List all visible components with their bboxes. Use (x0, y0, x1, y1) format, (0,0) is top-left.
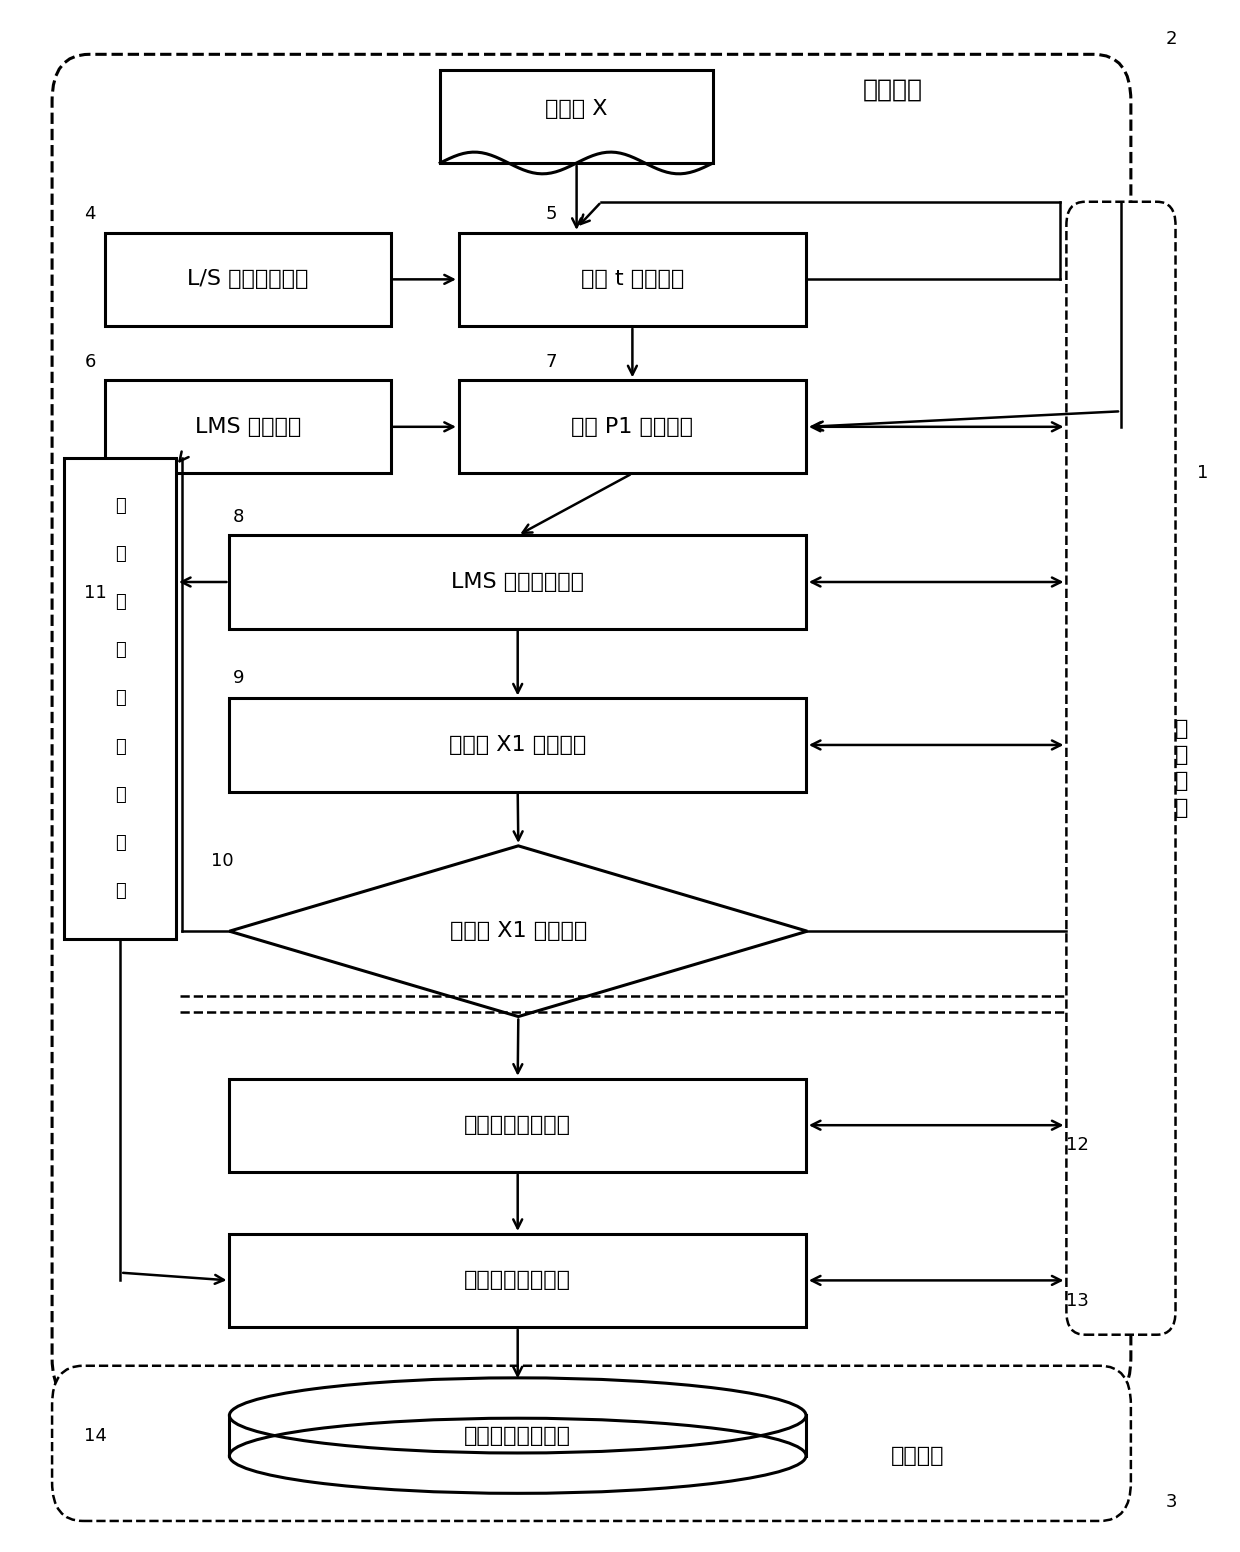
Text: LMS 子串排序模块: LMS 子串排序模块 (451, 573, 584, 591)
Ellipse shape (229, 1378, 806, 1453)
Text: 数组 P1 计算模块: 数组 P1 计算模块 (572, 417, 693, 436)
FancyBboxPatch shape (52, 54, 1131, 1405)
FancyBboxPatch shape (229, 535, 806, 629)
Text: 字符串 X: 字符串 X (546, 99, 608, 118)
Text: 5: 5 (546, 205, 557, 223)
Text: L/S 类型识别模块: L/S 类型识别模块 (187, 270, 309, 289)
Text: 后缀数组存储模块: 后缀数组存储模块 (464, 1426, 572, 1445)
Text: 2: 2 (1166, 29, 1177, 48)
Text: 12: 12 (1066, 1136, 1089, 1155)
Text: 解析单元: 解析单元 (890, 1446, 945, 1465)
Text: 6: 6 (84, 352, 95, 371)
Text: 9: 9 (233, 669, 244, 688)
Text: 7: 7 (546, 352, 557, 371)
Ellipse shape (229, 1419, 806, 1493)
Text: 13: 13 (1066, 1291, 1089, 1310)
Text: 字符串 X1 决策模块: 字符串 X1 决策模块 (450, 922, 587, 941)
FancyBboxPatch shape (105, 380, 391, 473)
FancyBboxPatch shape (229, 698, 806, 792)
FancyBboxPatch shape (1066, 202, 1176, 1335)
FancyBboxPatch shape (52, 1366, 1131, 1521)
Text: LMS 识别模块: LMS 识别模块 (195, 417, 301, 436)
Text: 多: 多 (115, 497, 125, 515)
Text: 后缀数组计算模块: 后缀数组计算模块 (464, 1116, 572, 1135)
Text: 存
储
单
元: 存 储 单 元 (1176, 719, 1188, 818)
Text: 模: 模 (115, 833, 125, 852)
Text: 并: 并 (115, 641, 125, 660)
Text: 1: 1 (1197, 464, 1208, 483)
Polygon shape (229, 846, 807, 1017)
Text: 8: 8 (233, 508, 244, 526)
Text: 线: 线 (115, 545, 125, 563)
FancyBboxPatch shape (459, 380, 806, 473)
FancyBboxPatch shape (64, 458, 176, 939)
FancyBboxPatch shape (229, 1079, 806, 1172)
Text: 11: 11 (84, 584, 107, 602)
Text: 块: 块 (115, 882, 125, 900)
Text: 10: 10 (211, 852, 233, 871)
Text: 前置单元: 前置单元 (863, 78, 923, 102)
Text: 后缀数组生成模块: 后缀数组生成模块 (464, 1271, 572, 1290)
FancyBboxPatch shape (105, 233, 391, 326)
Text: 数组 t 计算模块: 数组 t 计算模块 (580, 270, 684, 289)
FancyBboxPatch shape (440, 70, 713, 163)
FancyBboxPatch shape (229, 1234, 806, 1327)
Text: 排: 排 (115, 737, 125, 756)
Text: 3: 3 (1166, 1493, 1177, 1512)
FancyBboxPatch shape (459, 233, 806, 326)
Bar (232, 1415, 804, 1456)
Text: 字符串 X1 生成模块: 字符串 X1 生成模块 (449, 736, 587, 754)
Text: 程: 程 (115, 593, 125, 611)
Text: 14: 14 (84, 1426, 107, 1445)
Text: 序: 序 (115, 785, 125, 804)
Text: 行: 行 (115, 689, 125, 708)
Text: 4: 4 (84, 205, 95, 223)
